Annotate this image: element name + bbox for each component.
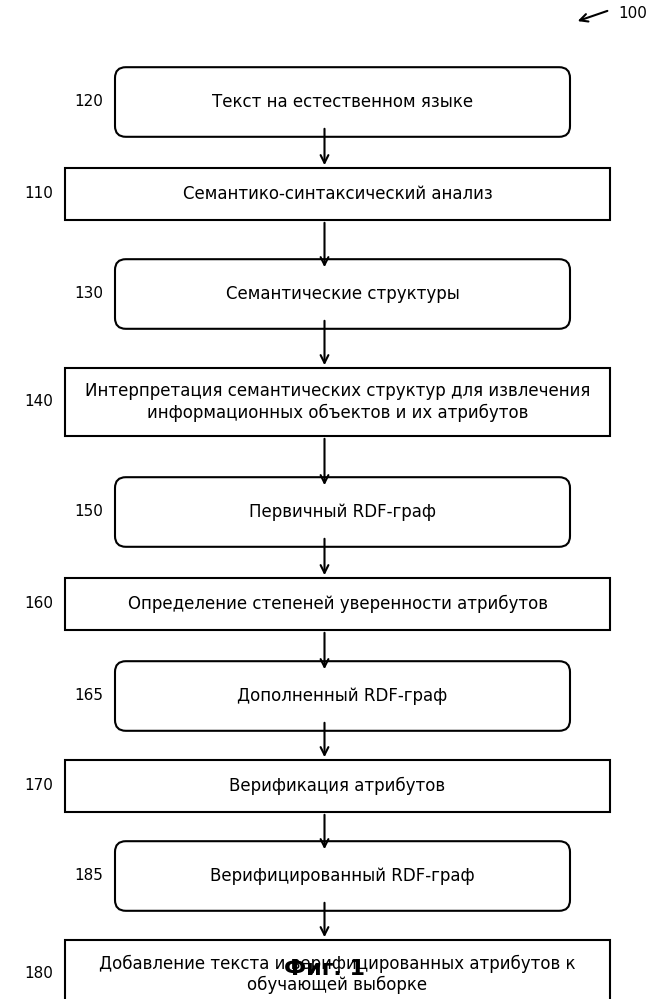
FancyBboxPatch shape [65, 940, 610, 999]
Text: Верифицированный RDF-граф: Верифицированный RDF-граф [210, 867, 475, 885]
Text: Семантические структуры: Семантические структуры [226, 285, 459, 303]
FancyBboxPatch shape [65, 760, 610, 812]
FancyBboxPatch shape [115, 661, 570, 731]
Text: Семантико-синтаксический анализ: Семантико-синтаксический анализ [182, 185, 493, 203]
Text: 110: 110 [24, 187, 53, 202]
Text: Дополненный RDF-граф: Дополненный RDF-граф [238, 687, 448, 705]
Text: 185: 185 [74, 868, 103, 883]
Text: 120: 120 [74, 95, 103, 110]
Text: 180: 180 [24, 966, 53, 981]
Text: Первичный RDF-граф: Первичный RDF-граф [249, 503, 436, 521]
Text: 140: 140 [24, 395, 53, 410]
Text: Определение степеней уверенности атрибутов: Определение степеней уверенности атрибут… [127, 594, 548, 613]
Text: Добавление текста и верифицированных атрибутов к
обучающей выборке: Добавление текста и верифицированных атр… [99, 954, 576, 994]
Text: Верификация атрибутов: Верификация атрибутов [230, 777, 446, 795]
FancyBboxPatch shape [115, 259, 570, 329]
FancyBboxPatch shape [65, 168, 610, 220]
FancyBboxPatch shape [115, 478, 570, 546]
FancyBboxPatch shape [115, 841, 570, 911]
Text: Фиг. 1: Фиг. 1 [284, 959, 365, 979]
Text: 165: 165 [74, 688, 103, 703]
FancyBboxPatch shape [65, 578, 610, 630]
Text: Интерпретация семантических структур для извлечения
информационных объектов и их: Интерпретация семантических структур для… [85, 383, 590, 422]
Text: 170: 170 [24, 778, 53, 793]
FancyBboxPatch shape [115, 67, 570, 137]
Text: 150: 150 [74, 504, 103, 519]
FancyBboxPatch shape [65, 368, 610, 436]
Text: 130: 130 [74, 287, 103, 302]
Text: Текст на естественном языке: Текст на естественном языке [212, 93, 473, 111]
Text: 100: 100 [618, 7, 647, 22]
Text: 160: 160 [24, 596, 53, 611]
